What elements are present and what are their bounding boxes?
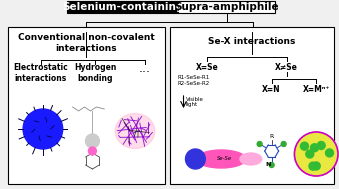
Text: R: R xyxy=(270,135,274,139)
Circle shape xyxy=(185,149,205,169)
Bar xyxy=(8,27,165,184)
Circle shape xyxy=(311,144,318,152)
Circle shape xyxy=(88,147,96,155)
Circle shape xyxy=(257,142,262,146)
Text: R1-SeSe-R1
R2-SeSe-R2: R1-SeSe-R1 R2-SeSe-R2 xyxy=(178,75,210,86)
Circle shape xyxy=(85,134,99,148)
Text: X≠Se: X≠Se xyxy=(275,63,298,71)
Circle shape xyxy=(23,109,63,149)
Text: Hydrogen
bonding: Hydrogen bonding xyxy=(74,63,117,83)
Text: Visible
light: Visible light xyxy=(185,97,203,107)
Circle shape xyxy=(312,162,320,170)
Text: Supra-amphiphile: Supra-amphiphile xyxy=(174,2,279,12)
Circle shape xyxy=(300,142,308,150)
Circle shape xyxy=(325,149,334,157)
Text: Se-X interactions: Se-X interactions xyxy=(208,36,296,46)
Bar xyxy=(178,1,275,13)
Bar xyxy=(67,1,178,13)
Text: Selenium-containing: Selenium-containing xyxy=(62,2,183,12)
Circle shape xyxy=(317,142,325,149)
Text: X=N: X=N xyxy=(262,84,281,94)
Text: Se-Se: Se-Se xyxy=(217,156,232,161)
Text: Electrostatic
interactions: Electrostatic interactions xyxy=(14,63,68,83)
Text: X=Mⁿ⁺: X=Mⁿ⁺ xyxy=(302,84,330,94)
Ellipse shape xyxy=(196,150,246,168)
Circle shape xyxy=(269,163,274,167)
Circle shape xyxy=(295,132,338,176)
Text: X=Se: X=Se xyxy=(196,63,219,71)
Bar xyxy=(170,27,334,184)
Ellipse shape xyxy=(115,114,155,149)
Text: Conventional non-covalent
interactions: Conventional non-covalent interactions xyxy=(18,33,155,53)
Text: ...: ... xyxy=(139,61,151,74)
Circle shape xyxy=(309,162,317,170)
Text: N: N xyxy=(265,163,271,167)
Circle shape xyxy=(281,142,286,146)
Circle shape xyxy=(306,150,314,158)
Ellipse shape xyxy=(240,153,262,165)
